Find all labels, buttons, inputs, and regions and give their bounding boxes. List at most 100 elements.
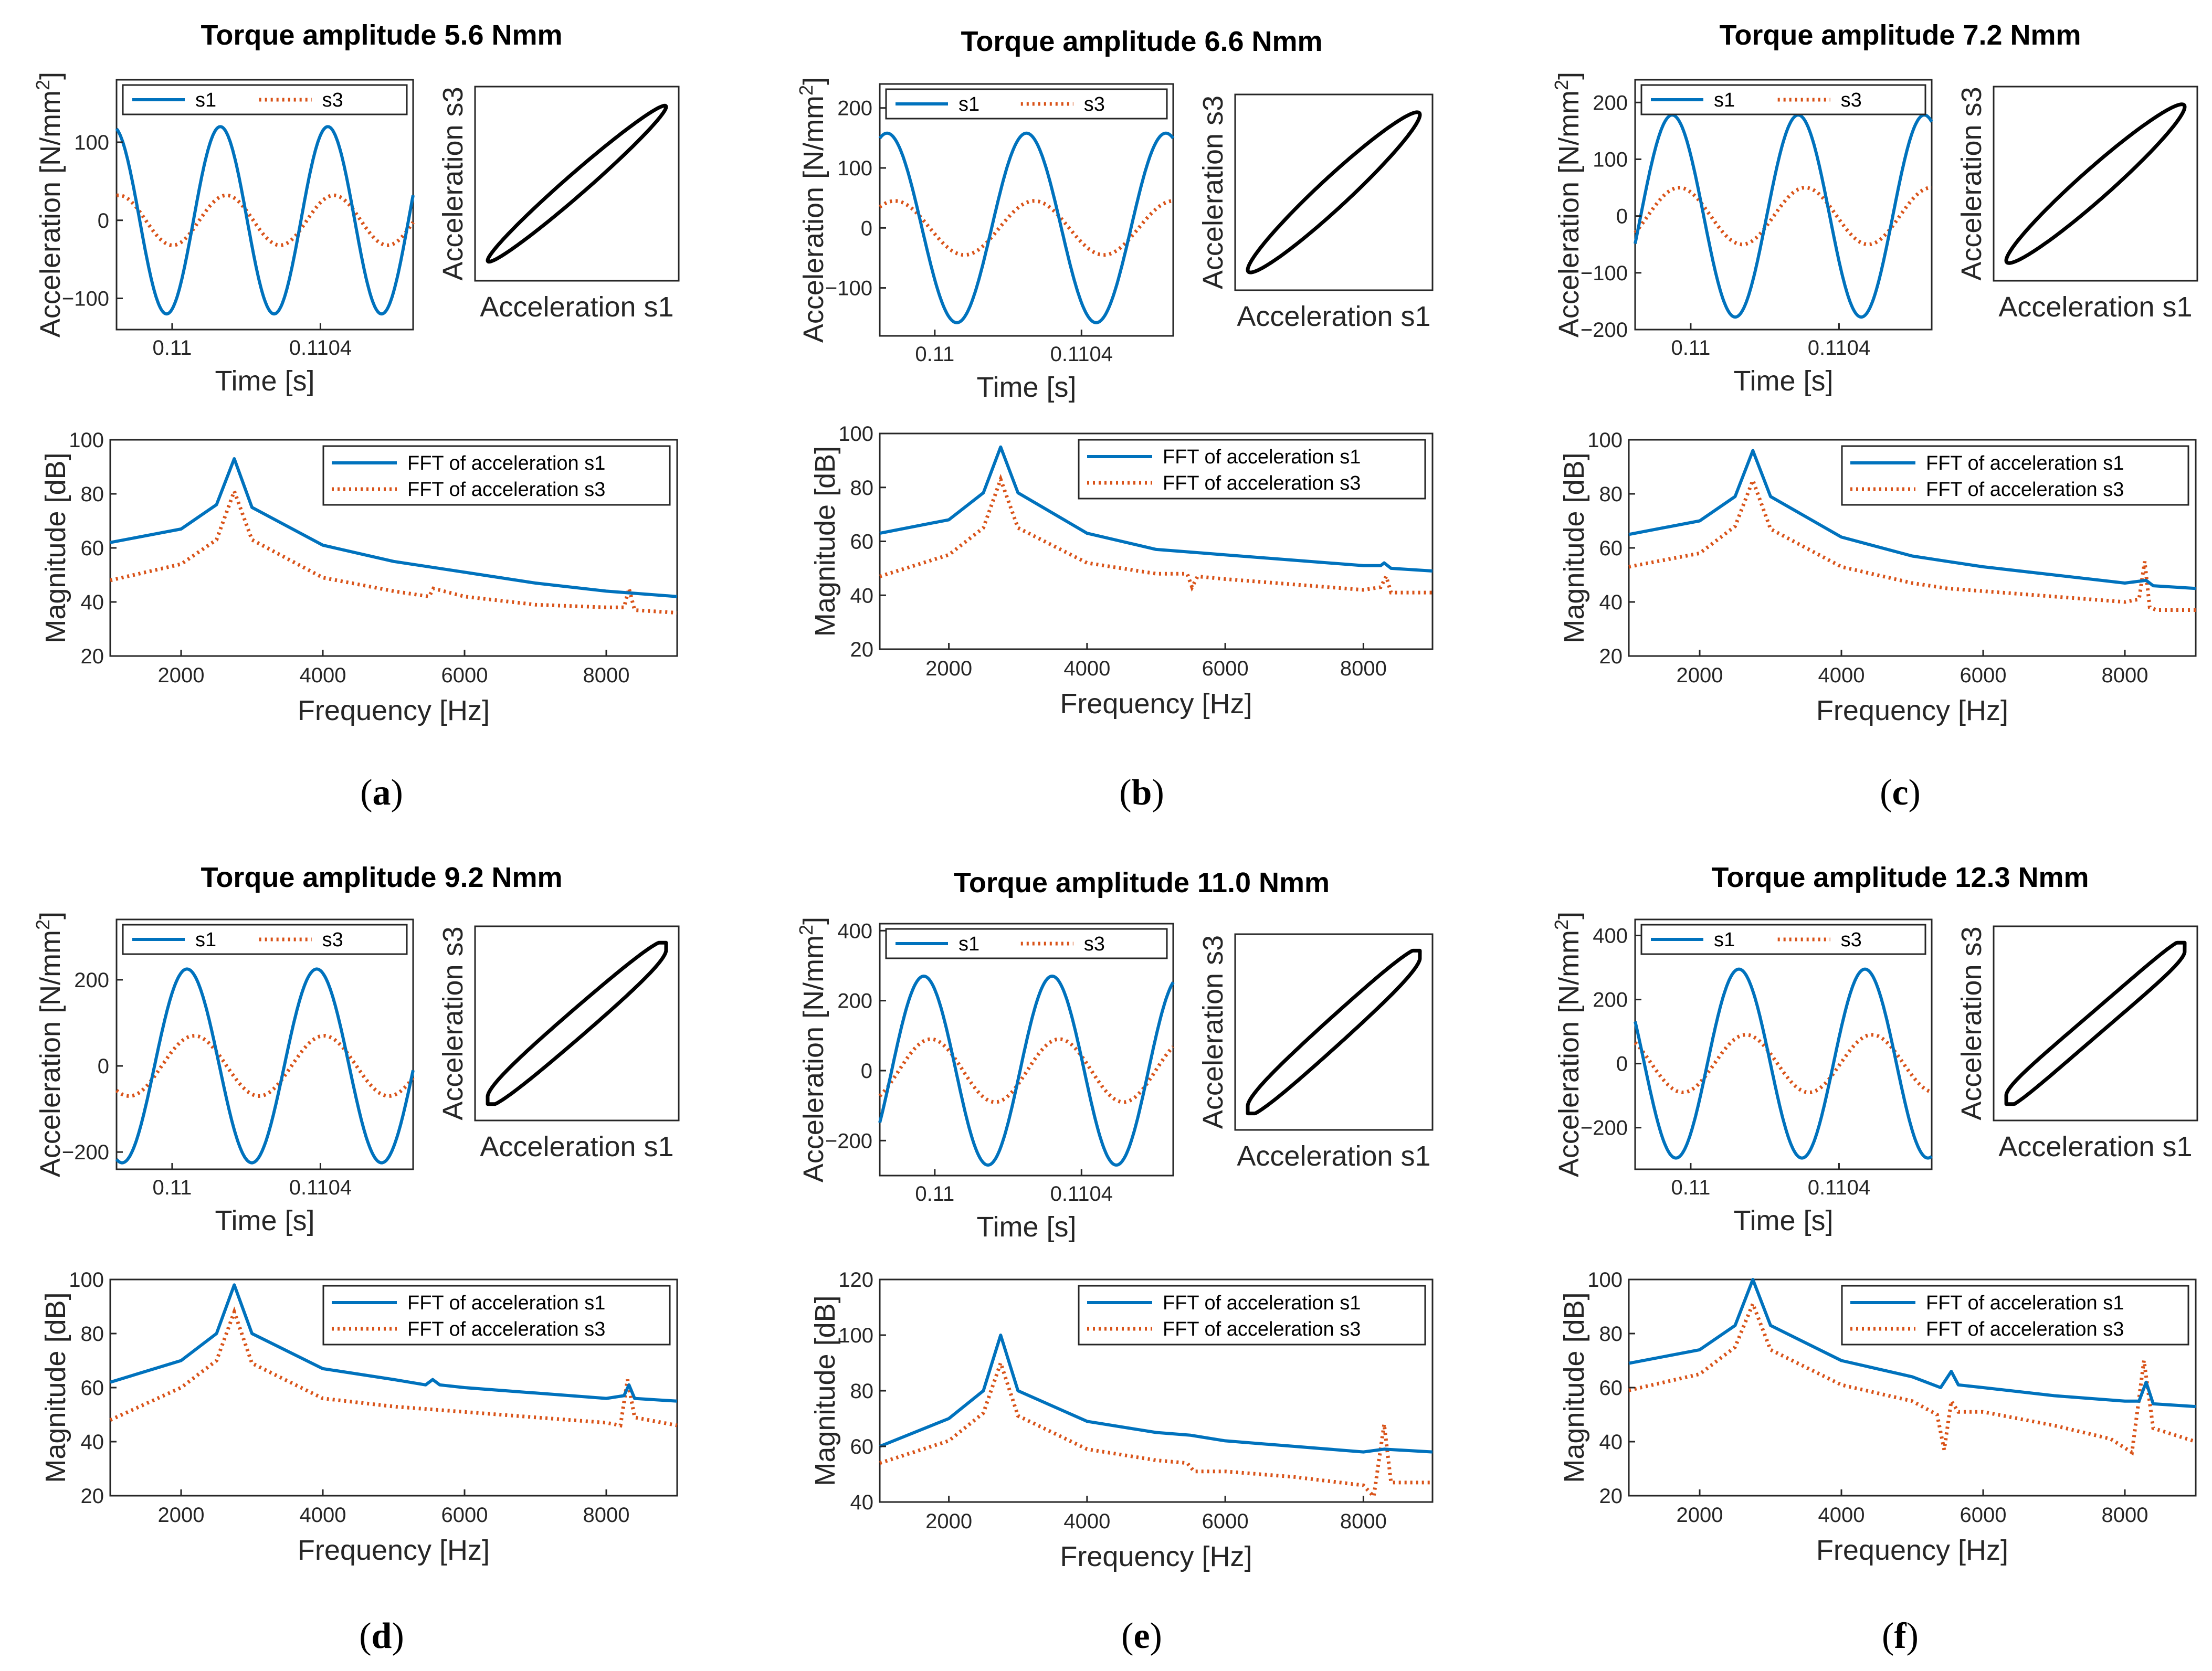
x-tick-label: 0.11 bbox=[152, 336, 192, 359]
fft-plot: 20 40 60 80 100 2000 4000 6000 8000 Frequency [Hz… bbox=[40, 429, 678, 726]
y-tick-label: −100 bbox=[825, 277, 872, 300]
x-axis-label: Time [s] bbox=[215, 365, 314, 397]
y-axis-label-text: Acceleration [N/mm bbox=[1553, 930, 1585, 1177]
fft-plot: 20 40 60 80 100 2000 4000 6000 8000 Frequency [Hz… bbox=[1558, 1268, 2197, 1566]
phase-loop bbox=[1246, 948, 1422, 1116]
time-plot: −100 0 100 200 0.11 0.1104 Time [s] Acceleratio… bbox=[795, 77, 1175, 403]
x-tick-label: 8000 bbox=[583, 1504, 630, 1527]
x-axis-label: Frequency [Hz] bbox=[298, 1535, 490, 1566]
y-tick-label: −100 bbox=[1581, 262, 1628, 285]
phase-loop bbox=[2004, 102, 2187, 265]
y-axis-label-text: ] bbox=[1553, 72, 1585, 80]
phase-plot-frame bbox=[474, 86, 680, 282]
y-axis-label-text: Acceleration [N/mm bbox=[1553, 90, 1585, 337]
legend-fft-s1-label: FFT of acceleration s1 bbox=[1926, 1292, 2124, 1314]
x-tick-label: 0.1104 bbox=[289, 336, 352, 359]
time-plot: −200 0 200 0.11 0.1104 Time [s] Acceleration [… bbox=[32, 912, 415, 1236]
y-tick-label: 200 bbox=[74, 969, 109, 992]
fft-legend-box bbox=[322, 445, 671, 506]
y-axis-label: Magnitude [dB] bbox=[1558, 452, 1590, 643]
fft-s1-line bbox=[110, 1283, 678, 1403]
y-axis-label: Acceleration [N/mm2] bbox=[1551, 912, 1585, 1177]
superscript: 2 bbox=[795, 925, 817, 935]
x-tick-label: 0.1104 bbox=[1808, 1176, 1870, 1199]
legend-s3-label: s3 bbox=[1841, 89, 1862, 111]
time-plot: −100 0 100 0.11 0.1104 Time [s] Acceleration [… bbox=[32, 72, 415, 397]
y-axis-label: Magnitude [dB] bbox=[809, 446, 841, 637]
panel-d: Torque amplitude 9.2 Nmm (d) −200 0 200 0.1… bbox=[32, 862, 680, 1656]
legend-s1-label: s1 bbox=[958, 93, 979, 115]
x-axis-label: Acceleration s1 bbox=[1998, 291, 2192, 323]
panel-title: Torque amplitude 7.2 Nmm bbox=[1719, 19, 2081, 51]
x-tick-label: 8000 bbox=[583, 664, 630, 687]
y-tick-label: 60 bbox=[850, 531, 874, 554]
y-tick-label: 100 bbox=[1587, 429, 1623, 452]
fft-legend-box bbox=[1841, 1285, 2189, 1346]
y-tick-label: 100 bbox=[74, 131, 109, 154]
y-axis-label: Acceleration [N/mm2] bbox=[1551, 72, 1585, 337]
y-axis-label: Acceleration [N/mm2] bbox=[795, 917, 829, 1182]
phase-loop bbox=[2004, 940, 2187, 1106]
fft-s3-line bbox=[110, 485, 678, 615]
time-plot: −200 0 200 400 0.11 0.1104 Time [s] Acceleratio… bbox=[795, 917, 1175, 1243]
y-tick-label: 0 bbox=[861, 217, 872, 240]
legend-fft-s3-label: FFT of acceleration s3 bbox=[407, 1318, 605, 1340]
panel-letter: (c) bbox=[1880, 773, 1921, 813]
phase-plot-frame bbox=[474, 925, 680, 1122]
y-tick-label: 60 bbox=[81, 537, 104, 560]
y-axis-label: Magnitude [dB] bbox=[1558, 1292, 1590, 1483]
y-axis-label: Acceleration s3 bbox=[437, 926, 469, 1120]
y-tick-label: 100 bbox=[838, 1324, 873, 1347]
x-tick-label: 8000 bbox=[1340, 1510, 1387, 1533]
y-axis-label: Acceleration s3 bbox=[1197, 935, 1229, 1129]
x-tick-label: 4000 bbox=[1818, 1504, 1865, 1527]
series-s1-line bbox=[1634, 113, 1933, 319]
x-axis-label: Time [s] bbox=[1733, 1205, 1833, 1236]
x-axis-label: Time [s] bbox=[976, 372, 1076, 403]
phase-plot: Acceleration s1 Acceleration s3 bbox=[1197, 93, 1434, 332]
y-axis-label: Acceleration s3 bbox=[1956, 926, 1987, 1120]
panel-letter: (b) bbox=[1119, 773, 1164, 813]
superscript: 2 bbox=[795, 85, 817, 96]
y-tick-label: 0 bbox=[1616, 205, 1628, 228]
panel-c: Torque amplitude 7.2 Nmm (c) −200 −100 0 10… bbox=[1551, 19, 2198, 813]
legend-s1-label: s1 bbox=[195, 89, 216, 111]
y-tick-label: 120 bbox=[838, 1268, 873, 1292]
y-tick-label: 20 bbox=[1599, 645, 1623, 668]
legend-s3-label: s3 bbox=[1084, 93, 1105, 115]
panel-title: Torque amplitude 6.6 Nmm bbox=[961, 26, 1322, 57]
legend-fft-s1-label: FFT of acceleration s1 bbox=[407, 1292, 605, 1314]
x-tick-label: 0.11 bbox=[1671, 1176, 1710, 1199]
y-tick-label: 40 bbox=[1599, 1431, 1623, 1454]
y-tick-label: 100 bbox=[838, 422, 873, 446]
x-axis-label: Frequency [Hz] bbox=[1060, 1541, 1252, 1572]
y-tick-label: 100 bbox=[1593, 148, 1628, 171]
y-tick-label: −200 bbox=[1581, 1117, 1628, 1140]
x-tick-label: 0.1104 bbox=[1050, 1182, 1113, 1205]
fft-plot: 20 40 60 80 100 2000 4000 6000 8000 Frequency [Hz… bbox=[40, 1268, 678, 1566]
x-tick-label: 2000 bbox=[158, 664, 205, 687]
y-tick-label: 20 bbox=[850, 638, 874, 661]
y-tick-label: 100 bbox=[69, 429, 104, 452]
series-s1-line bbox=[1634, 967, 1933, 1160]
y-axis-label: Magnitude [dB] bbox=[40, 1292, 71, 1483]
superscript: 2 bbox=[32, 80, 54, 90]
fft-plot: 40 60 80 100 120 2000 4000 6000 8000 Frequency [H… bbox=[809, 1268, 1434, 1572]
fft-s1-line bbox=[110, 457, 678, 598]
y-tick-label: 200 bbox=[1593, 91, 1628, 114]
y-tick-label: 40 bbox=[850, 584, 874, 607]
y-tick-label: 60 bbox=[81, 1377, 104, 1400]
y-tick-label: 40 bbox=[81, 591, 104, 614]
x-tick-label: 6000 bbox=[441, 664, 488, 687]
phase-loop bbox=[1246, 110, 1422, 274]
y-tick-label: 0 bbox=[861, 1060, 872, 1083]
y-tick-label: 60 bbox=[1599, 537, 1623, 560]
phase-plot-frame bbox=[1993, 86, 2198, 282]
x-tick-label: 6000 bbox=[1960, 1504, 2007, 1527]
x-axis-label: Frequency [Hz] bbox=[1816, 1535, 2008, 1566]
x-axis-label: Acceleration s1 bbox=[1237, 1140, 1430, 1172]
series-s3-line bbox=[115, 1034, 415, 1098]
x-tick-label: 2000 bbox=[1677, 1504, 1723, 1527]
x-tick-label: 8000 bbox=[1340, 657, 1387, 680]
